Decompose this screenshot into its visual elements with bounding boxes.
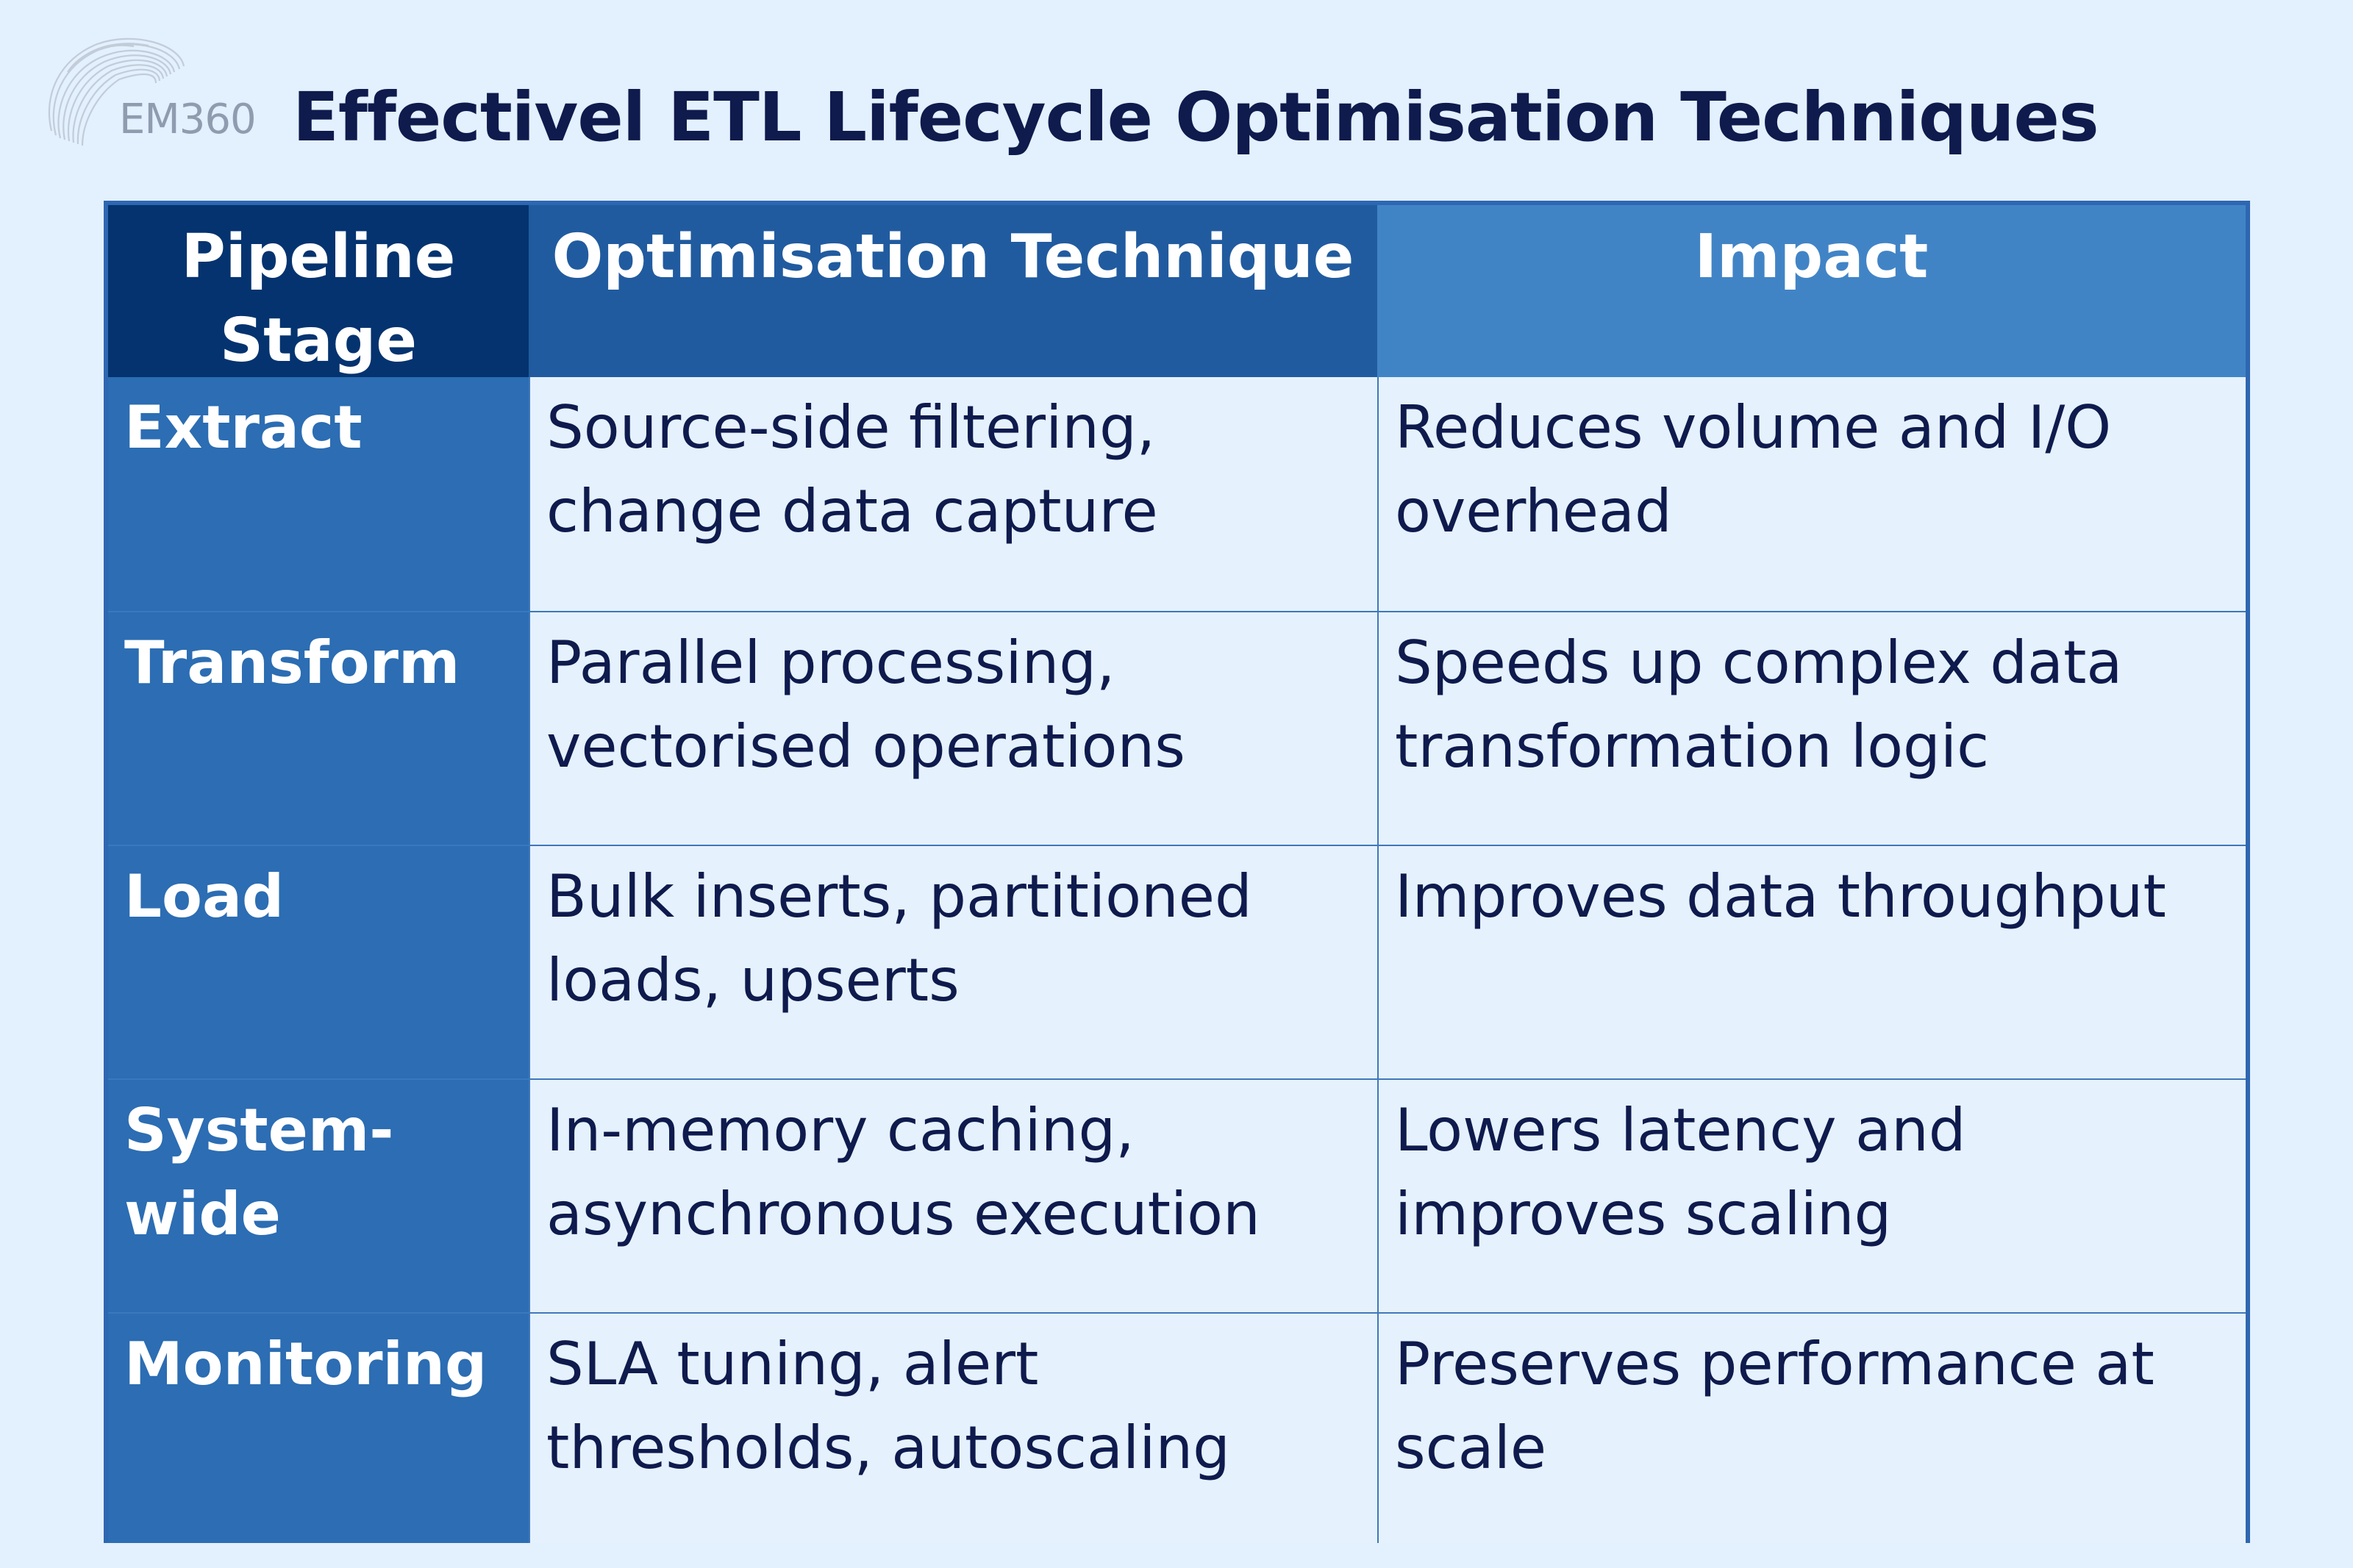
technique-cell: Source-side filtering, change data captu…	[529, 377, 1377, 611]
technique-cell: Parallel processing, vectorised operatio…	[529, 611, 1377, 845]
header-optimisation-technique: Optimisation Technique	[529, 205, 1377, 377]
stage-cell: Load	[108, 845, 529, 1078]
technique-cell: In-memory caching, asynchronous executio…	[529, 1078, 1377, 1312]
stage-cell: Extract	[108, 377, 529, 611]
technique-cell: Bulk inserts, partitioned loads, upserts	[529, 845, 1377, 1078]
impact-cell: Preserves performance at scale	[1377, 1312, 2246, 1543]
stage-cell: Transform	[108, 611, 529, 845]
technique-cell: SLA tuning, alert thresholds, autoscalin…	[529, 1312, 1377, 1543]
optimisation-table: Pipeline Stage Optimisation Technique Im…	[104, 201, 2250, 1543]
logo-text: EM360	[119, 96, 257, 143]
stage-cell: Monitoring	[108, 1312, 529, 1543]
header-impact: Impact	[1377, 205, 2246, 377]
em360-swirl-logo-icon	[48, 37, 185, 146]
impact-cell: Reduces volume and I/O overhead	[1377, 377, 2246, 611]
page-title: Effectivel ETL Lifecycle Optimisation Te…	[293, 78, 2099, 157]
impact-cell: Improves data throughput	[1377, 845, 2246, 1078]
impact-cell: Speeds up complex data transformation lo…	[1377, 611, 2246, 845]
em360-logo: EM360	[46, 28, 266, 153]
impact-cell: Lowers latency and improves scaling	[1377, 1078, 2246, 1312]
stage-cell: System-wide	[108, 1078, 529, 1312]
header-pipeline-stage: Pipeline Stage	[108, 205, 529, 377]
